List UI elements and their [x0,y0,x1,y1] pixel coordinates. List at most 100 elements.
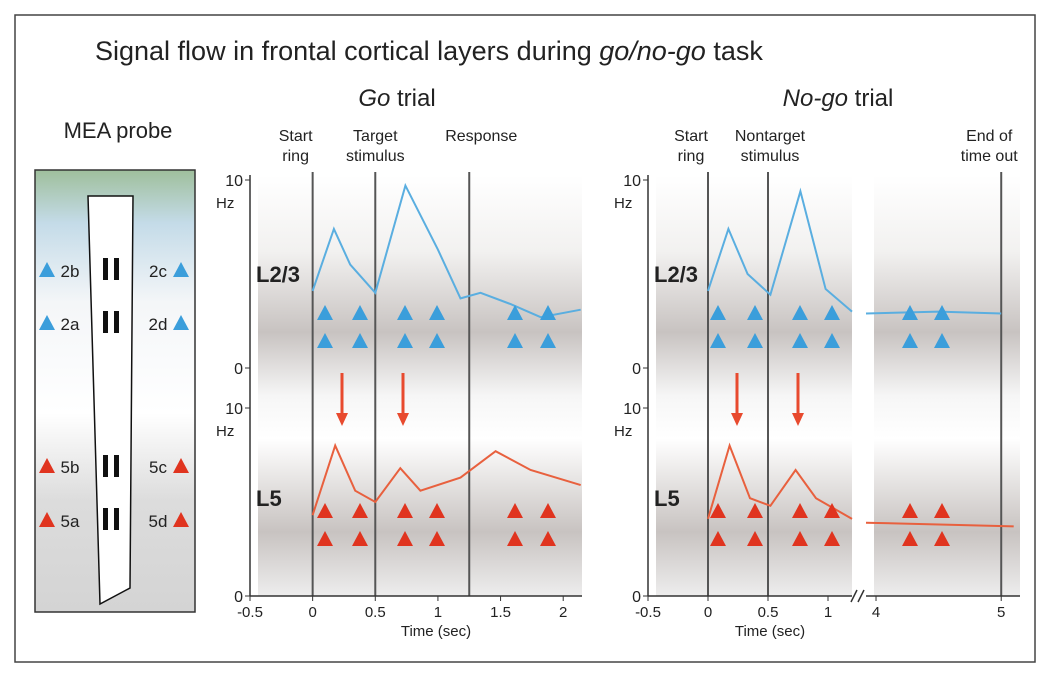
marker-triangle [902,305,918,320]
event-label: Response [445,128,517,145]
title-italic: go/no-go [599,36,706,66]
marker-triangle [317,503,333,518]
marker-triangle [352,305,368,320]
marker-triangle [173,458,189,473]
y-unit: Hz [216,195,234,212]
y-tick-label: 10 [225,401,243,418]
y-unit: Hz [216,423,234,440]
x-tick-label: 1.5 [490,604,511,621]
y-unit: Hz [614,195,632,212]
marker-triangle [397,503,413,518]
marker-triangle [352,531,368,546]
y-tick-label: 0 [632,589,641,606]
layer-shading [258,175,582,596]
panel-title-italic: Go [358,85,390,112]
event-label: Nontarget [735,128,806,145]
event-label: ring [282,148,309,165]
marker-triangle [39,262,55,277]
x-tick-label: 1 [434,604,442,621]
panel-title-text: trial [848,85,893,112]
marker-triangle [824,333,840,348]
x-axis-label: Time (sec) [401,623,471,640]
marker-triangle [540,531,556,546]
marker-triangle [934,305,950,320]
rate-curve [865,521,1014,528]
event-label: stimulus [346,148,405,165]
event-label: Target [353,128,398,145]
electrode [114,258,119,280]
rate-curve [707,187,853,313]
signal-arrowhead [397,413,409,426]
marker-triangle [397,531,413,546]
electrode [103,258,108,280]
y-tick-label: 10 [623,173,641,190]
marker-triangle [507,305,523,320]
marker-triangle [824,305,840,320]
x-tick-label: 2 [559,604,567,621]
marker-triangle [507,503,523,518]
marker-triangle [39,315,55,330]
marker-triangle [540,305,556,320]
site-label: 2c [149,262,167,281]
layer-label: L5 [654,486,680,511]
marker-triangle [710,503,726,518]
site-label: 5d [149,512,168,531]
title-text: task [706,36,764,66]
rate-curve [311,442,581,516]
marker-triangle [747,333,763,348]
site-label: 5b [61,458,80,477]
signal-arrowhead [731,413,743,426]
axis-break [850,589,865,603]
marker-triangle [792,503,808,518]
probe-sites: 2b 2c 2a 2d 5b 5c 5a 5d [39,258,189,531]
marker-triangle [792,531,808,546]
panel-title-text: trial [390,85,435,112]
marker-triangle [934,333,950,348]
marker-triangle [39,512,55,527]
marker-triangle [317,305,333,320]
signal-arrowhead [792,413,804,426]
marker-triangle [317,333,333,348]
electrode [114,508,119,530]
x-tick-label: -0.5 [635,604,661,621]
site-label: 2a [61,315,80,334]
marker-triangle [747,305,763,320]
layer-label: L5 [256,486,282,511]
marker-triangle [824,531,840,546]
electrode [114,311,119,333]
y-tick-label: 0 [234,589,243,606]
marker-triangle [429,333,445,348]
event-label: Start [279,128,313,145]
marker-triangle [934,503,950,518]
rate-curve [311,182,581,319]
layer-shading [874,175,1020,596]
layer-label: L2/3 [256,262,300,287]
marker-triangle [540,503,556,518]
marker-triangle [792,333,808,348]
panel-title: Go trial [358,85,435,112]
marker-triangle [902,503,918,518]
marker-triangle [540,333,556,348]
x-tick-label: 1 [824,604,832,621]
x-tick-label: 5 [997,604,1005,621]
y-tick-label: 10 [623,401,641,418]
marker-triangle [173,315,189,330]
x-tick-label: 4 [872,604,880,621]
marker-triangle [317,531,333,546]
layer-label: L2/3 [654,262,698,287]
x-tick-label: 0.5 [365,604,386,621]
marker-triangle [39,458,55,473]
event-label: End of [966,128,1013,145]
marker-triangle [710,531,726,546]
marker-triangle [710,333,726,348]
site-label: 5a [61,512,80,531]
x-tick-label: -0.5 [237,604,263,621]
marker-triangle [352,333,368,348]
figure-title: Signal flow in frontal cortical layers d… [95,36,763,66]
rate-curve [707,442,853,520]
y-unit: Hz [614,423,632,440]
marker-triangle [429,531,445,546]
marker-triangle [824,503,840,518]
electrode [103,455,108,477]
x-axis-label: Time (sec) [735,623,805,640]
